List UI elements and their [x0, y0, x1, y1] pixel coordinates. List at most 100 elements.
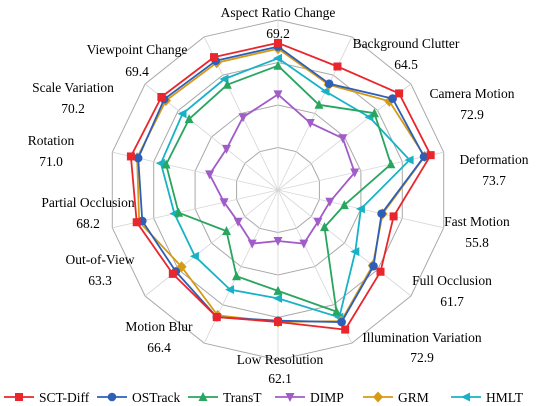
series-line-sct-diff — [129, 42, 432, 331]
data-point-transt — [232, 271, 241, 281]
data-point-sct-diff — [395, 89, 404, 98]
axis-label-background-clutter: Background Clutter — [353, 36, 460, 51]
axis-value-scale-variation: 70.2 — [61, 101, 85, 116]
legend-item-dimp: DIMP — [275, 390, 344, 405]
data-point-dimp — [219, 198, 229, 208]
legend-label: SCT-Diff — [39, 390, 90, 405]
data-point-sct-diff — [210, 53, 219, 62]
data-point-dimp — [305, 119, 315, 128]
data-point-hmlt — [320, 86, 330, 96]
data-point-hmlt — [273, 293, 282, 303]
axis-value-full-occlusion: 61.7 — [440, 294, 464, 309]
legend-marker — [461, 392, 470, 402]
series-transt — [161, 60, 396, 316]
data-point-dimp — [247, 239, 257, 249]
data-point-transt — [222, 79, 232, 89]
data-point-transt — [320, 222, 329, 232]
data-point-ostrack — [419, 152, 429, 161]
axis-label-rotation: Rotation — [28, 133, 75, 148]
legend-item-hmlt: HMLT — [451, 390, 524, 405]
data-point-sct-diff — [126, 152, 135, 161]
data-point-ostrack — [133, 153, 143, 163]
data-point-dimp — [350, 168, 360, 178]
data-point-hmlt — [189, 251, 199, 261]
data-point-ostrack — [337, 317, 346, 327]
data-point-dimp — [273, 237, 283, 246]
legend-item-grm: GRM — [363, 390, 429, 405]
grid-spoke — [277, 151, 444, 191]
data-point-hmlt — [177, 109, 187, 119]
axis-label-illumination-variation: Illumination Variation — [362, 330, 482, 345]
data-point-transt — [273, 285, 283, 295]
data-point-ostrack — [369, 261, 378, 271]
data-point-hmlt — [155, 158, 165, 168]
axis-label-full-occlusion: Full Occlusion — [412, 273, 492, 288]
legend-label: DIMP — [310, 390, 344, 405]
data-point-sct-diff — [333, 62, 342, 71]
axis-label-fast-motion: Fast Motion — [444, 214, 510, 229]
axis-label-deformation: Deformation — [460, 152, 529, 167]
axis-label-out-of-view: Out-of-View — [66, 252, 135, 267]
data-point-sct-diff — [376, 267, 385, 276]
data-point-dimp — [273, 90, 283, 100]
legend-label: HMLT — [486, 390, 524, 405]
legend: SCT-Diff OSTrack TransT DIMP GRM HMLT — [4, 390, 524, 405]
axis-value-background-clutter: 64.5 — [394, 57, 418, 72]
grid-spoke — [277, 189, 412, 297]
data-point-transt — [369, 108, 379, 118]
data-point-transt — [184, 114, 194, 124]
legend-item-sct-diff: SCT-Diff — [4, 390, 90, 405]
legend-label: TransT — [223, 390, 262, 405]
axis-value-camera-motion: 72.9 — [460, 107, 484, 122]
legend-marker — [15, 393, 23, 401]
data-point-sct-diff — [426, 151, 435, 160]
series-hmlt — [155, 53, 414, 322]
series-sct-diff — [126, 38, 435, 334]
data-point-sct-diff — [132, 218, 141, 227]
grid-spoke — [277, 36, 353, 191]
data-point-hmlt — [355, 204, 365, 214]
data-point-dimp — [205, 170, 215, 180]
axis-label-viewpoint-change: Viewpoint Change — [87, 42, 188, 57]
legend-label: OSTrack — [132, 390, 181, 405]
axis-label-partial-occlusion: Partial Occlusion — [41, 195, 135, 210]
data-point-transt — [332, 306, 341, 316]
grid-spoke — [144, 189, 279, 297]
axis-value-motion-blur: 66.4 — [147, 340, 171, 355]
axis-label-aspect-ratio-change: Aspect Ratio Change — [221, 5, 336, 20]
data-point-transt — [273, 60, 283, 70]
series-layer — [126, 38, 435, 334]
data-point-dimp — [338, 134, 348, 144]
data-point-sct-diff — [212, 313, 221, 322]
data-point-hmlt — [404, 155, 414, 165]
axis-value-aspect-ratio-change: 69.2 — [266, 26, 290, 41]
axis-value-rotation: 71.0 — [39, 154, 63, 169]
data-point-ostrack — [324, 79, 334, 89]
data-point-sct-diff — [157, 92, 166, 101]
data-point-sct-diff — [168, 269, 177, 278]
axis-labels: Aspect Ratio Change 69.2 Background Clutte… — [28, 5, 529, 386]
data-point-ostrack — [377, 209, 386, 218]
legend-label: GRM — [398, 390, 429, 405]
legend-marker — [285, 393, 295, 402]
data-point-transt — [174, 207, 184, 217]
axis-value-partial-occlusion: 68.2 — [76, 216, 100, 231]
data-point-transt — [314, 99, 324, 109]
data-point-hmlt — [225, 285, 235, 295]
legend-marker — [373, 391, 383, 403]
legend-item-ostrack: OSTrack — [97, 390, 181, 405]
axis-value-low-resolution: 62.1 — [268, 371, 292, 386]
data-point-ostrack — [388, 94, 397, 103]
axis-value-deformation: 73.7 — [482, 173, 506, 188]
data-point-dimp — [222, 144, 231, 154]
legend-marker — [107, 392, 117, 402]
data-point-dimp — [299, 239, 309, 249]
data-point-sct-diff — [341, 325, 350, 334]
legend-item-transt: TransT — [188, 390, 262, 405]
legend-marker — [198, 392, 208, 401]
data-point-dimp — [233, 217, 243, 227]
data-point-transt — [161, 159, 171, 169]
series-line-dimp — [208, 93, 356, 245]
data-point-sct-diff — [274, 317, 282, 326]
data-point-dimp — [238, 113, 248, 123]
